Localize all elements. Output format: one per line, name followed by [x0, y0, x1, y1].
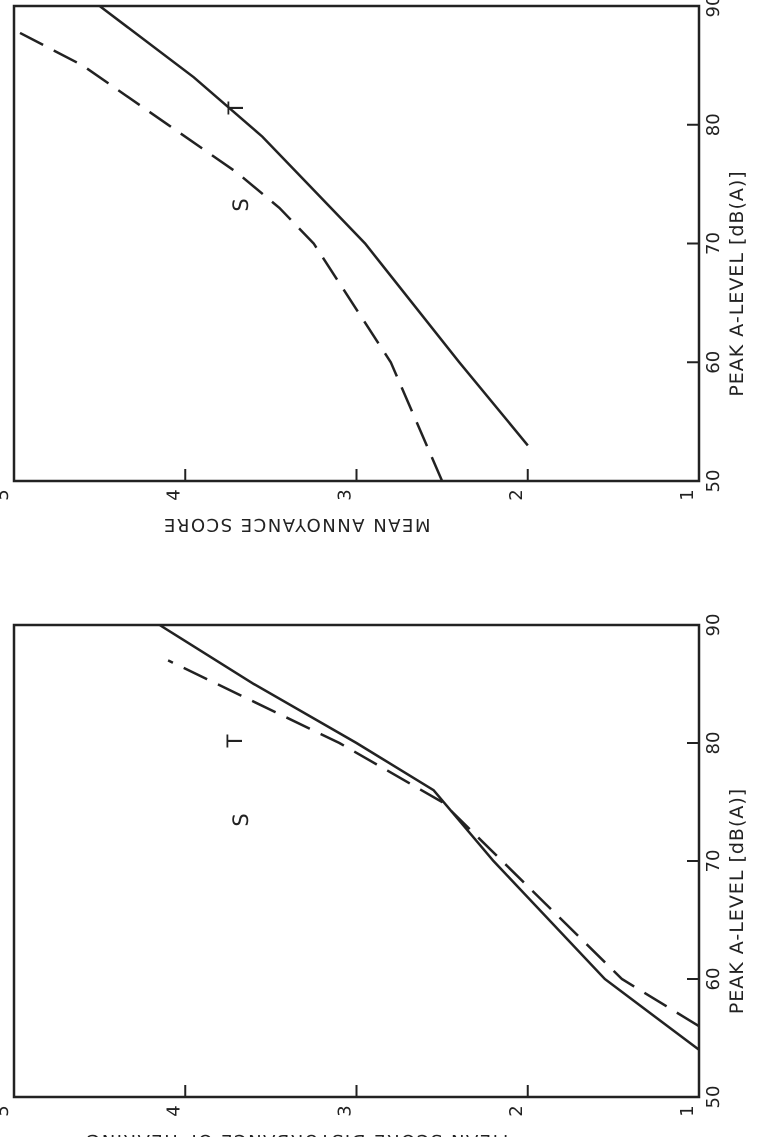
- y-tick-label: 3: [335, 1105, 356, 1116]
- x-axis-label: PEAK A-LEVEL [dB(A)]: [726, 170, 748, 396]
- y-tick-label: 5: [0, 1105, 13, 1116]
- y-tick-label: 2: [506, 1105, 527, 1116]
- x-tick-label: 50: [703, 470, 724, 493]
- chart-1: 50 60 70 80 90 1 2 3 4 5 PEAK A-LEVEL [dB(A)] MEAN …: [0, 0, 748, 535]
- x-axis-label: PEAK A-LEVEL [dB(A)]: [726, 788, 748, 1014]
- series-t-label: T: [223, 734, 247, 748]
- y-axis-label: MEAN ANNOYANCE SCORE: [163, 514, 431, 535]
- y-tick-label: 3: [335, 489, 356, 500]
- x-tick-label: 60: [703, 968, 724, 991]
- series-s-label: S: [229, 198, 253, 211]
- series-t-line: [98, 5, 529, 447]
- y-tick-label: 2: [506, 489, 527, 500]
- y-tick-label: 1: [677, 489, 698, 500]
- x-tick-label: 60: [703, 351, 724, 374]
- y-axis-label: MEAN SCORE DISTURBANCE OF HEARING: [85, 1130, 508, 1137]
- series-s-line: [167, 659, 700, 1028]
- x-tick-label: 80: [703, 732, 724, 755]
- y-tick-label: 4: [163, 1105, 184, 1116]
- x-tick-label: 90: [703, 614, 724, 637]
- x-tick-label: 50: [703, 1086, 724, 1109]
- series-t-line: [158, 623, 700, 1051]
- x-tick-label: 90: [703, 0, 724, 17]
- x-tick-label: 70: [703, 232, 724, 255]
- series-s-label: S: [229, 813, 253, 826]
- x-tick-label: 70: [703, 850, 724, 873]
- y-tick-label: 4: [163, 489, 184, 500]
- series-s-line: [13, 28, 444, 482]
- plot-frame: [12, 623, 701, 1099]
- x-tick-label: 80: [703, 113, 724, 136]
- y-tick-label: 5: [0, 489, 13, 500]
- plot-frame: [12, 4, 701, 483]
- y-tick-label: 1: [677, 1105, 698, 1116]
- chart-2: 50 60 70 80 90 1 2 3 4 5 PEAK A-LEVEL [dB(A)] MEAN …: [0, 614, 748, 1137]
- series-t-label: T: [224, 101, 248, 115]
